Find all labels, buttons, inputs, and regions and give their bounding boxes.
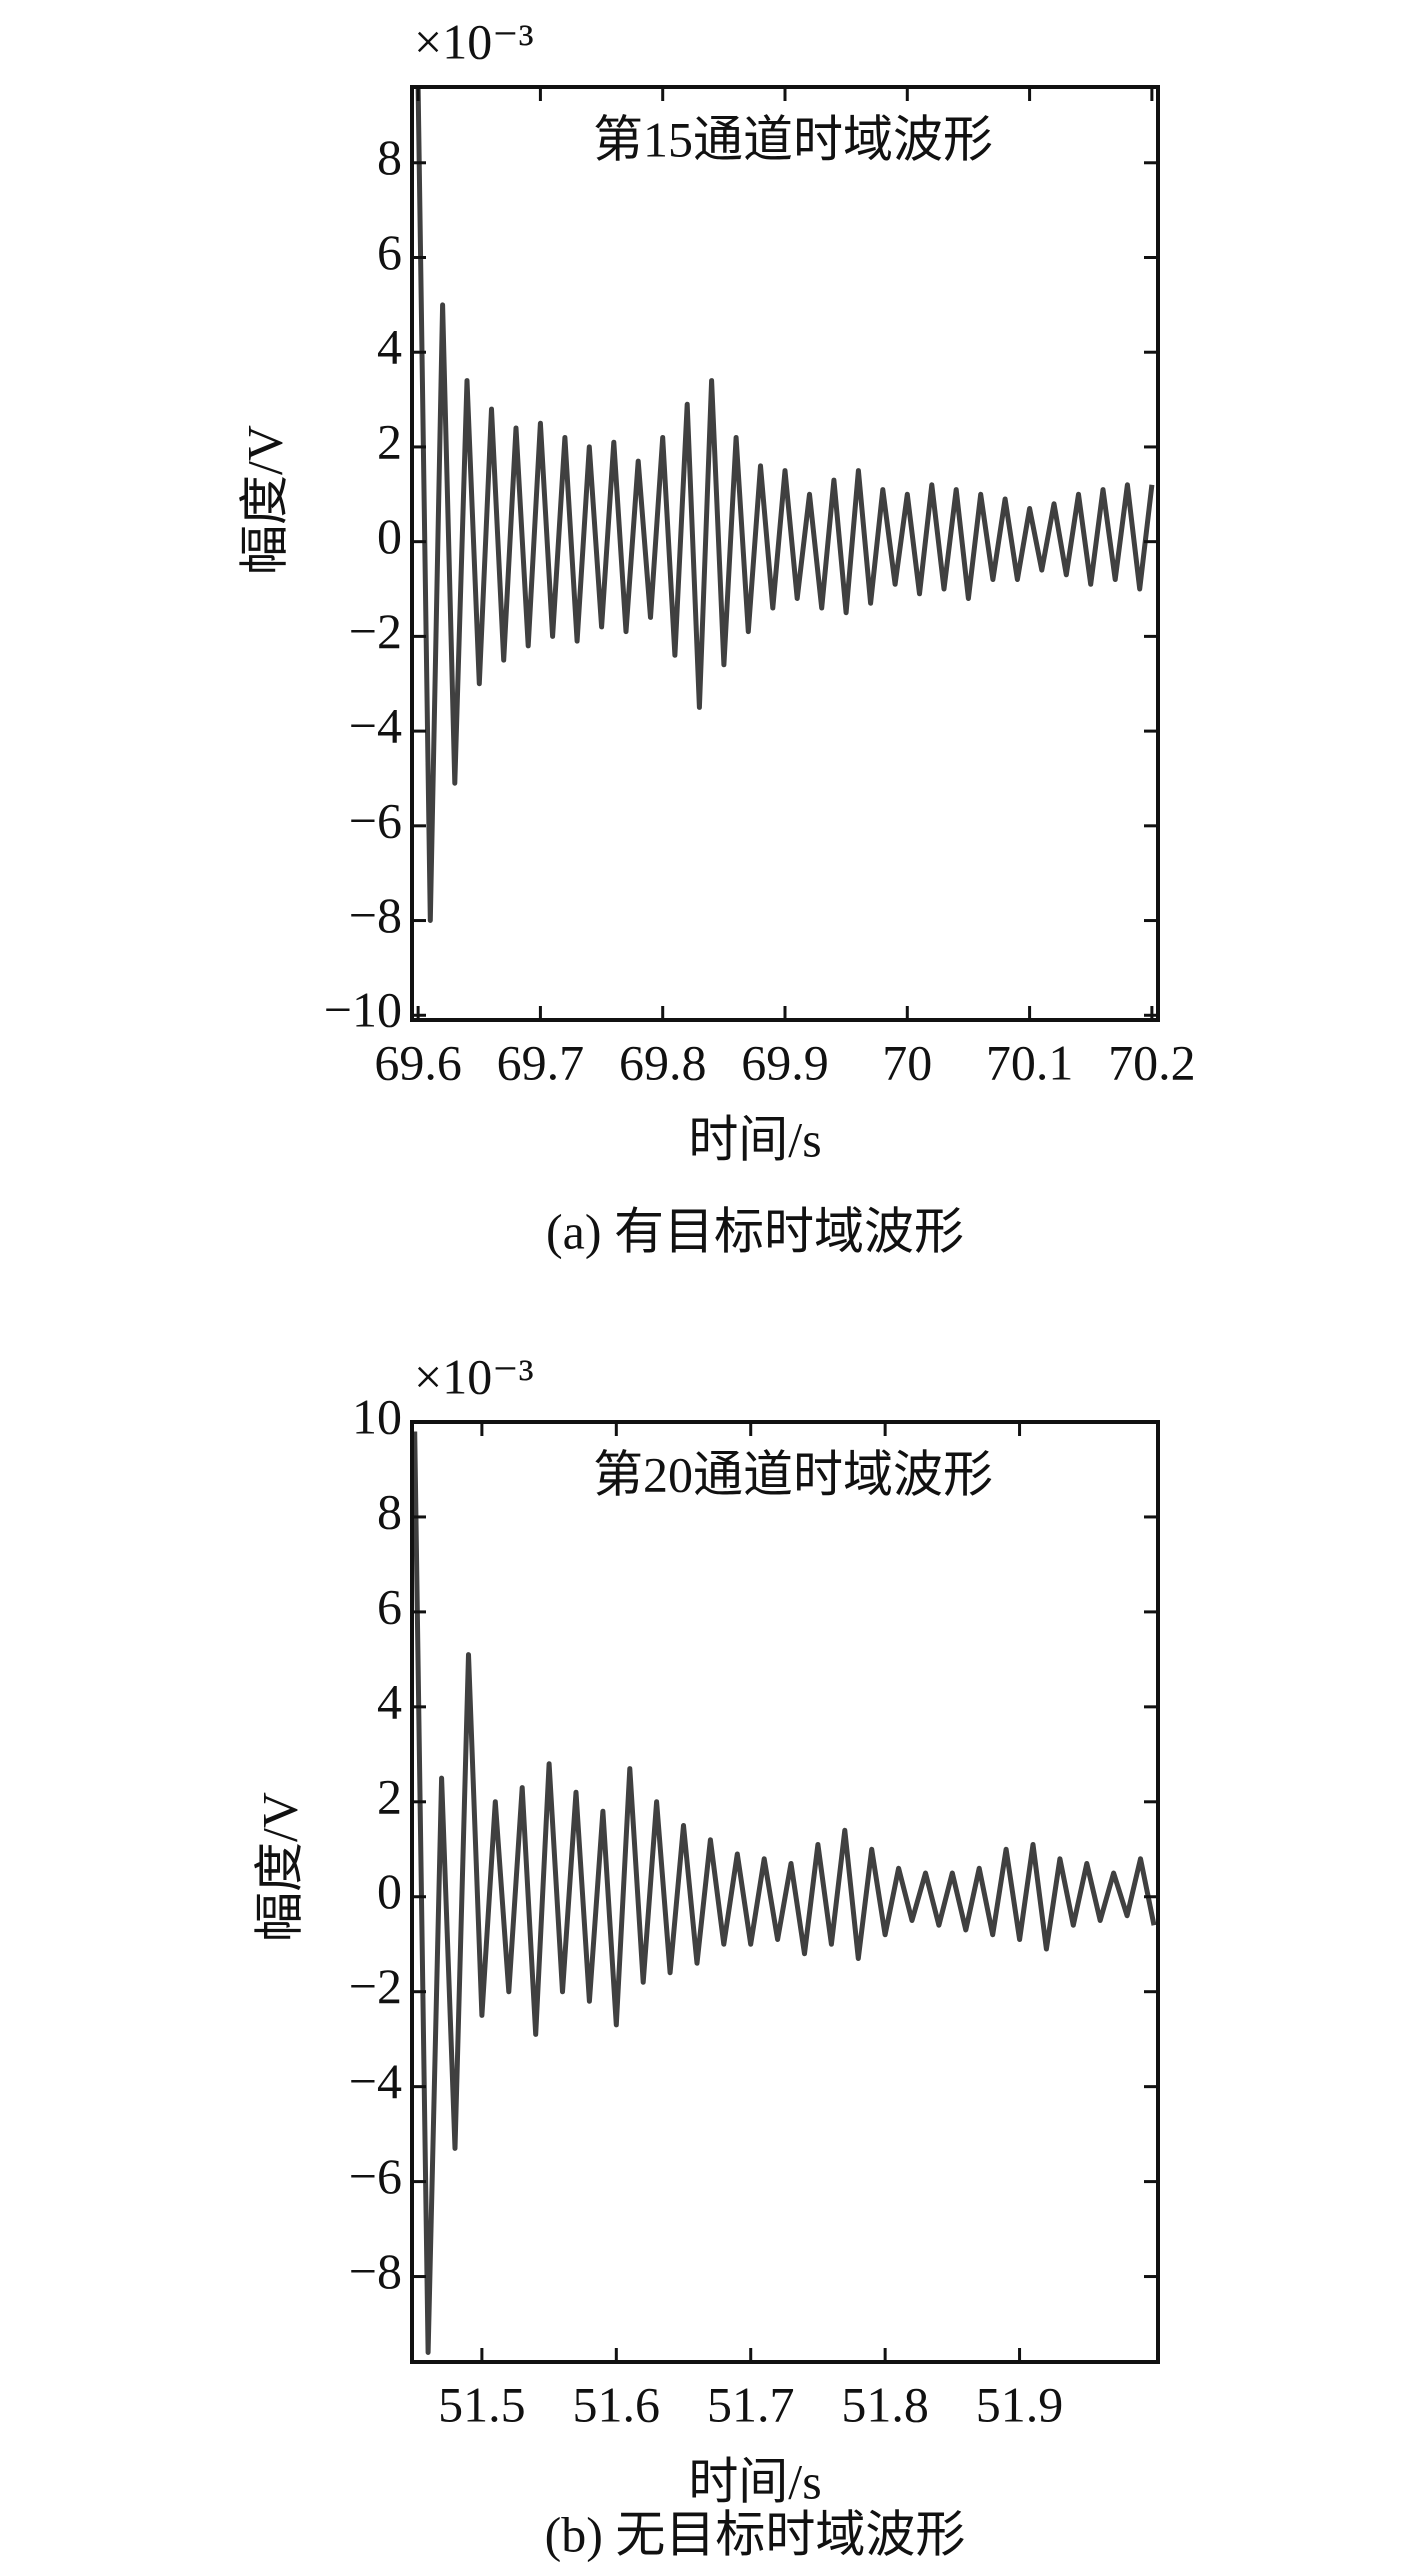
waveform <box>415 87 1155 923</box>
y-tick-label: 8 <box>377 1483 402 1539</box>
x-tick-label: 51.5 <box>438 2376 526 2432</box>
y-tick-label: −2 <box>349 603 402 659</box>
caption: (b) 无目标时域波形 <box>545 2506 966 2562</box>
x-tick-label: 69.6 <box>374 1034 462 1090</box>
y-tick-label: 6 <box>377 224 402 280</box>
x-tick-label: 70 <box>882 1034 932 1090</box>
y-tick-label: −6 <box>349 2148 402 2204</box>
y-tick-label: 2 <box>377 413 402 469</box>
x-tick-label: 70.2 <box>1108 1034 1196 1090</box>
y-tick-label: 10 <box>352 1388 402 1444</box>
y-tick-label: 8 <box>377 129 402 185</box>
x-tick-label: 69.7 <box>497 1034 585 1090</box>
x-tick-label: 69.9 <box>741 1034 829 1090</box>
y-tick-label: −4 <box>349 698 402 754</box>
x-axis-label: 时间/s <box>688 2453 821 2509</box>
x-tick-label: 51.7 <box>707 2376 795 2432</box>
axis-multiplier: ×10⁻³ <box>414 13 534 69</box>
y-tick-label: 0 <box>377 508 402 564</box>
y-tick-label: −10 <box>324 982 402 1038</box>
chart-title: 第20通道时域波形 <box>593 1446 993 1502</box>
x-tick-label: 69.8 <box>619 1034 707 1090</box>
x-tick-label: 51.6 <box>573 2376 661 2432</box>
y-tick-label: 2 <box>377 1768 402 1824</box>
y-axis-label: 幅度/V <box>251 1792 307 1942</box>
axis-multiplier: ×10⁻³ <box>414 1348 534 1404</box>
caption: (a) 有目标时域波形 <box>546 1203 964 1259</box>
y-tick-label: 6 <box>377 1578 402 1634</box>
x-axis-label: 时间/s <box>688 1111 821 1167</box>
y-tick-label: −6 <box>349 792 402 848</box>
y-tick-label: −8 <box>349 2243 402 2299</box>
y-tick-label: 0 <box>377 1863 402 1919</box>
y-tick-label: −2 <box>349 1958 402 2014</box>
waveform <box>412 1431 1157 2355</box>
x-tick-label: 51.8 <box>841 2376 929 2432</box>
y-axis-label: 幅度/V <box>236 425 292 575</box>
x-tick-label: 70.1 <box>986 1034 1074 1090</box>
plot-frame <box>410 1420 1160 2364</box>
y-tick-label: 4 <box>377 1673 402 1729</box>
y-tick-label: −4 <box>349 2053 402 2109</box>
chart-title: 第15通道时域波形 <box>593 111 993 167</box>
y-tick-label: −8 <box>349 887 402 943</box>
x-tick-label: 51.9 <box>976 2376 1064 2432</box>
y-tick-label: 4 <box>377 319 402 375</box>
